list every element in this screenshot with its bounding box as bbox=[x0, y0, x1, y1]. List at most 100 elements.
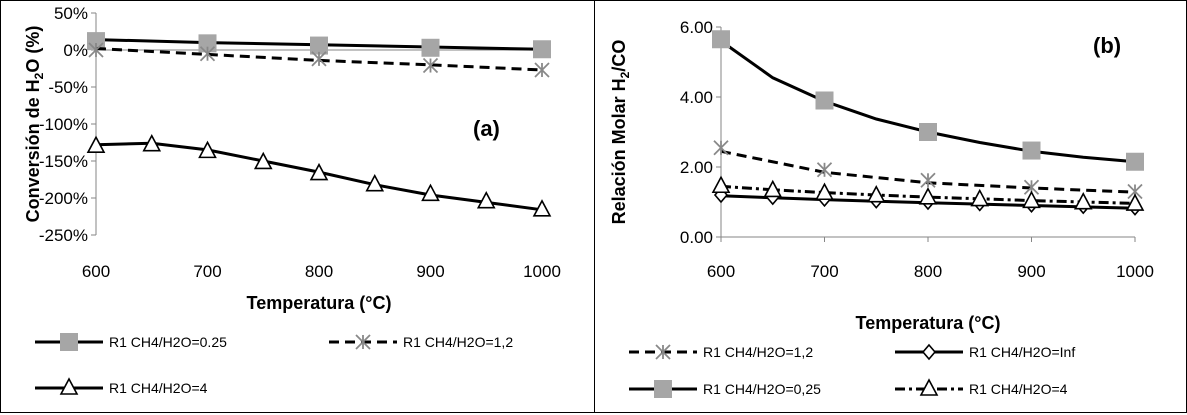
data-point bbox=[476, 190, 496, 209]
data-point bbox=[311, 51, 327, 67]
x-tick-label: 800 bbox=[305, 262, 333, 281]
legend-label: R1 CH4/H2O=4 bbox=[969, 381, 1068, 397]
chart-panel-a: -250% -200% -150% -100% -50% 0% 50% 600 700 800 90… bbox=[0, 0, 595, 413]
data-point bbox=[920, 172, 936, 188]
y-axis-title-part: Relación Molar H bbox=[609, 78, 629, 224]
series-2 bbox=[712, 30, 1144, 171]
x-axis-title: Temperatura (°C) bbox=[247, 293, 392, 313]
y-tick-label: -100% bbox=[39, 115, 88, 134]
data-point bbox=[365, 173, 385, 192]
data-point bbox=[86, 135, 106, 153]
panel-label: (a) bbox=[473, 116, 500, 141]
y-tick-label: 2.00 bbox=[680, 158, 713, 177]
data-point bbox=[866, 184, 886, 203]
data-point bbox=[919, 123, 937, 141]
legend-swatch-marker bbox=[355, 334, 371, 350]
x-tick-label: 1000 bbox=[1116, 262, 1154, 281]
legend-swatch-marker bbox=[654, 380, 672, 398]
data-point bbox=[1022, 141, 1041, 160]
data-point bbox=[533, 40, 551, 59]
legend-entry: R1 CH4/H2O=1,2 bbox=[329, 334, 513, 350]
data-point bbox=[1126, 152, 1144, 171]
series-line bbox=[720, 39, 1136, 164]
data-point bbox=[422, 57, 439, 74]
legend-label: R1 CH4/H2O=0.25 bbox=[109, 334, 227, 350]
data-point bbox=[1022, 190, 1041, 209]
legend-label: R1 CH4/H2O=4 bbox=[109, 380, 208, 396]
series-2 bbox=[86, 134, 552, 217]
series-line bbox=[720, 184, 1136, 205]
legend-label: R1 CH4/H2O=0,25 bbox=[703, 381, 821, 397]
y-axis-title-part: O (%) bbox=[23, 26, 43, 73]
x-tick-label: 700 bbox=[193, 262, 221, 281]
data-point bbox=[711, 175, 731, 194]
legend-swatch-marker bbox=[919, 378, 939, 396]
legend-swatch-marker bbox=[59, 377, 79, 395]
y-axis-title-subscript: 2 bbox=[618, 71, 632, 78]
chart-panel-b: 0.00 2.00 4.00 6.00 600 700 800 900 1000 Temperat… bbox=[594, 0, 1187, 413]
series-3 bbox=[711, 175, 1145, 211]
y-tick-label: -150% bbox=[39, 152, 88, 171]
y-axis-title-part: /CO bbox=[609, 40, 629, 72]
chart-b-svg: 0.00 2.00 4.00 6.00 600 700 800 900 1000 Temperat… bbox=[609, 18, 1154, 398]
y-axis-title: Conversión de H2O (%) bbox=[23, 26, 46, 223]
legend-label: R1 CH4/H2O=1,2 bbox=[403, 334, 513, 350]
legend-swatch-marker bbox=[60, 333, 78, 351]
data-point bbox=[1073, 191, 1093, 210]
data-point bbox=[1125, 193, 1145, 211]
y-tick-label: 4.00 bbox=[680, 88, 713, 107]
series-0 bbox=[713, 140, 1143, 200]
legend-entry: R1 CH4/H2O=0,25 bbox=[629, 380, 821, 398]
data-point bbox=[815, 91, 834, 110]
panel-label: (b) bbox=[1093, 33, 1121, 58]
x-tick-label: 800 bbox=[914, 262, 942, 281]
y-axis-title: Relación Molar H2/CO bbox=[609, 40, 632, 225]
data-point bbox=[712, 30, 730, 49]
data-point bbox=[198, 34, 217, 53]
data-point bbox=[713, 140, 729, 156]
series-line bbox=[95, 47, 543, 72]
data-point bbox=[309, 162, 329, 181]
data-point bbox=[199, 46, 216, 62]
y-tick-label: 0.00 bbox=[680, 228, 713, 247]
legend-label: R1 CH4/H2O=1,2 bbox=[703, 344, 813, 360]
y-tick-label: 0% bbox=[63, 41, 88, 60]
legend-label: R1 CH4/H2O=Inf bbox=[969, 344, 1075, 360]
x-tick-label: 600 bbox=[707, 262, 735, 281]
legend-entry: R1 CH4/H2O=1,2 bbox=[629, 344, 813, 360]
data-point bbox=[142, 134, 162, 152]
x-axis-title: Temperatura (°C) bbox=[856, 313, 1001, 333]
legend-entry: R1 CH4/H2O=4 bbox=[895, 378, 1068, 397]
data-point bbox=[918, 187, 938, 205]
legend-entry: R1 CH4/H2O=Inf bbox=[895, 343, 1075, 361]
y-tick-label: 50% bbox=[54, 4, 88, 23]
x-tick-label: 600 bbox=[82, 262, 110, 281]
legend-swatch-marker bbox=[921, 343, 937, 361]
legend-entry: R1 CH4/H2O=4 bbox=[35, 377, 208, 396]
data-point bbox=[421, 38, 440, 57]
y-axis-title-subscript: 2 bbox=[32, 72, 46, 79]
data-point bbox=[970, 188, 990, 207]
x-tick-label: 900 bbox=[416, 262, 444, 281]
data-point bbox=[815, 182, 834, 201]
x-tick-label: 900 bbox=[1017, 262, 1045, 281]
data-point bbox=[421, 183, 440, 202]
y-tick-label: -50% bbox=[48, 78, 88, 97]
legend-entry: R1 CH4/H2O=0.25 bbox=[35, 333, 227, 351]
data-point bbox=[310, 36, 328, 55]
data-point bbox=[763, 179, 783, 198]
legend-swatch-marker bbox=[655, 344, 671, 360]
data-point bbox=[253, 151, 273, 170]
data-point bbox=[198, 140, 217, 159]
x-tick-label: 700 bbox=[810, 262, 838, 281]
y-tick-label: -250% bbox=[39, 226, 88, 245]
x-tick-label: 1000 bbox=[523, 262, 561, 281]
series-1 bbox=[88, 42, 550, 78]
data-point bbox=[532, 199, 552, 217]
chart-a-svg: -250% -200% -150% -100% -50% 0% 50% 600 700 800 90… bbox=[23, 4, 561, 396]
y-axis-title-part: Conversión de H bbox=[23, 79, 43, 222]
data-point bbox=[534, 62, 550, 78]
y-tick-label: -200% bbox=[39, 189, 88, 208]
data-point bbox=[816, 162, 833, 178]
